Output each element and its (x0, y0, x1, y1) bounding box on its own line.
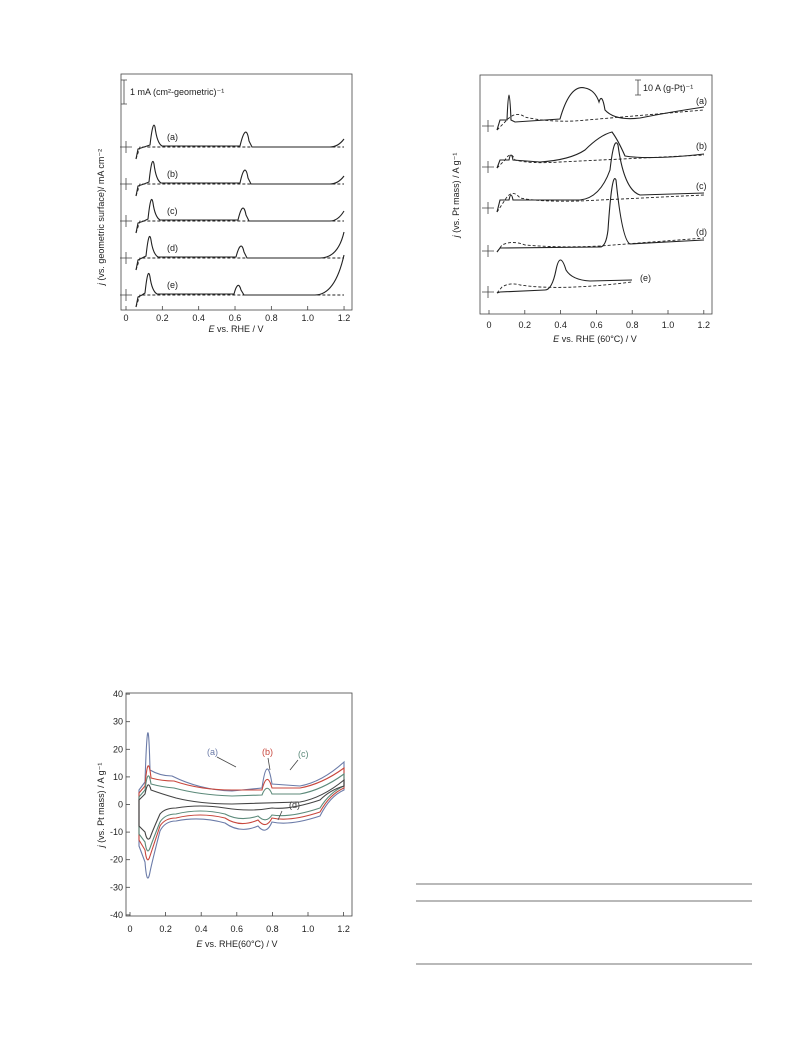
curve-label: (c) (298, 749, 309, 759)
x-symbol: E (196, 939, 203, 949)
x-tick-label: 0.2 (159, 924, 172, 934)
plot-frame (120, 73, 353, 311)
curve-d (135, 231, 345, 271)
y-label-text: (vs. geometric surface)/ mA cm⁻² (96, 149, 106, 283)
y-tick-label: 30 (113, 717, 123, 727)
x-axis-label: E vs. RHE / V (208, 324, 263, 334)
curve-label: (a) (167, 132, 178, 142)
curve-b (496, 131, 705, 169)
y-axis-label: j (vs. geometric surface)/ mA cm⁻² (96, 149, 106, 286)
y-tick-label: -20 (110, 855, 123, 865)
x-tick-label: 0.6 (231, 924, 244, 934)
y-axis-label: j (vs. Pt mass) / A g⁻¹ (96, 763, 106, 849)
table (416, 883, 752, 965)
x-axis-label: E vs. RHE(60°C) / V (196, 939, 277, 949)
x-tick-label: 0.4 (554, 320, 567, 330)
y-tick-label: 40 (113, 689, 123, 699)
x-tick-label: 0 (127, 924, 132, 934)
plot-frame (125, 692, 353, 917)
curve-label: (c) (696, 181, 707, 191)
curve-label: (b) (167, 169, 178, 179)
x-tick-label: 0.4 (192, 313, 205, 323)
curve-label: (a) (696, 96, 707, 106)
x-tick-label: 0 (123, 313, 128, 323)
x-tick-label: 1.0 (662, 320, 675, 330)
scale-bar (635, 79, 641, 96)
y-label-text: (vs. Pt mass) / A g⁻¹ (96, 763, 106, 846)
curve-label: (d) (167, 243, 178, 253)
x-tick-label: 1.2 (337, 924, 350, 934)
curve-d (496, 178, 705, 253)
y-tick-label: 0 (118, 800, 123, 810)
figure-2: 10 A (g-Pt)⁻¹ j (vs. Pt mass) / A g⁻¹ E … (451, 74, 713, 344)
curve-label: (d) (289, 800, 300, 810)
curve-label: (d) (696, 227, 707, 237)
y-symbol: j (96, 282, 106, 286)
y-symbol: j (96, 844, 106, 848)
curve-c (496, 142, 705, 213)
curve-label: (b) (696, 141, 707, 151)
offset-markers (482, 120, 494, 298)
scale-bar (121, 79, 127, 105)
curve-a (496, 87, 705, 131)
x-tick-label: 1.0 (301, 313, 314, 323)
curve-c (138, 772, 345, 852)
x-tick-label: 0 (486, 320, 491, 330)
curve-b (135, 160, 345, 197)
x-tick-label: 1.2 (338, 313, 351, 323)
x-tick-label: 0.8 (265, 313, 278, 323)
y-tick-label: 10 (113, 772, 123, 782)
y-axis-label: j (vs. Pt mass) / A g⁻¹ (451, 153, 461, 239)
offset-markers (120, 141, 132, 301)
x-tick-label: 0.4 (195, 924, 208, 934)
curve-a (138, 732, 345, 879)
x-tick-label: 1.2 (698, 320, 711, 330)
curve-label: (a) (207, 747, 218, 757)
curve-b (138, 765, 345, 861)
curve-e (135, 254, 345, 308)
x-tick-label: 0.8 (266, 924, 279, 934)
y-symbol: j (451, 234, 461, 238)
x-tick-label: 0.8 (626, 320, 639, 330)
curve-label: (e) (167, 280, 178, 290)
curve-e (496, 259, 633, 294)
curve-a (135, 124, 345, 160)
y-tick-label: -30 (110, 882, 123, 892)
x-tick-label: 0.6 (590, 320, 603, 330)
figure-1: 1 mA (cm²-geometric)⁻¹ j (vs. geometric … (96, 73, 353, 334)
x-axis-label: E vs. RHE (60°C) / V (553, 334, 637, 344)
x-tick-label: 0.2 (519, 320, 532, 330)
x-tick-label: 1.0 (302, 924, 315, 934)
x-label-text: vs. RHE (60°C) / V (559, 334, 637, 344)
curve-c (135, 198, 345, 234)
curve-label: (c) (167, 206, 178, 216)
x-symbol: E (208, 324, 215, 334)
scale-bar-label: 10 A (g-Pt)⁻¹ (643, 83, 693, 93)
y-label-text: (vs. Pt mass) / A g⁻¹ (451, 153, 461, 236)
x-label-text: vs. RHE(60°C) / V (202, 939, 277, 949)
y-tick-label: -10 (110, 827, 123, 837)
curve-label: (b) (262, 747, 273, 757)
scale-bar-label: 1 mA (cm²-geometric)⁻¹ (130, 87, 224, 97)
y-tick-label: -40 (110, 910, 123, 920)
x-tick-label: 0.6 (229, 313, 242, 323)
curve-label: (e) (640, 273, 651, 283)
x-label-text: vs. RHE / V (215, 324, 264, 334)
x-tick-label: 0.2 (156, 313, 169, 323)
figure-3: j (vs. Pt mass) / A g⁻¹ E vs. RHE(60°C) … (96, 689, 353, 949)
curve-d (138, 778, 345, 840)
leader-lines (216, 756, 299, 821)
x-symbol: E (553, 334, 560, 344)
y-tick-label: 20 (113, 744, 123, 754)
